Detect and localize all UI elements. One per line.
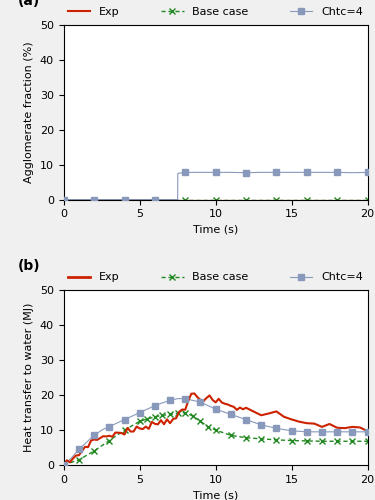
Text: (b): (b) <box>18 259 41 273</box>
Y-axis label: Agglomerate fraction (%): Agglomerate fraction (%) <box>24 42 34 183</box>
X-axis label: Time (s): Time (s) <box>193 225 238 235</box>
Legend: Exp, Base case, Chtc=4: Exp, Base case, Chtc=4 <box>64 268 368 287</box>
Text: (a): (a) <box>18 0 40 8</box>
Legend: Exp, Base case, Chtc=4: Exp, Base case, Chtc=4 <box>64 2 368 22</box>
Y-axis label: Heat transfer to water (MJ): Heat transfer to water (MJ) <box>24 303 34 452</box>
X-axis label: Time (s): Time (s) <box>193 490 238 500</box>
